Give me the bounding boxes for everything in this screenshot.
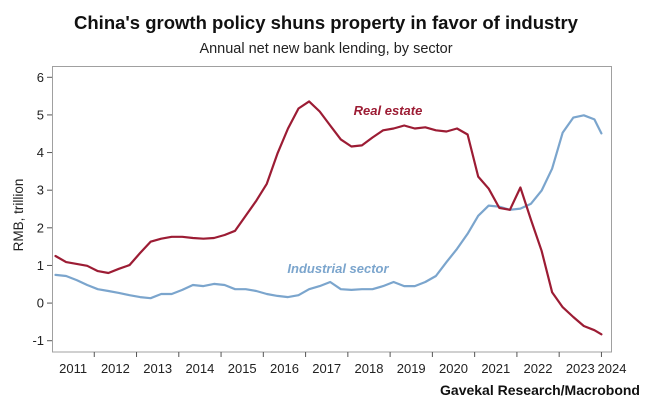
y-tick-label-4: 4 [37, 145, 44, 160]
x-tick-label-2024: 2024 [598, 361, 627, 376]
y-tick-label-1: 1 [37, 258, 44, 273]
series-label-industrial-sector: Industrial sector [287, 261, 389, 276]
x-tick-label-2013: 2013 [143, 361, 172, 376]
x-tick-label-2015: 2015 [228, 361, 257, 376]
y-axis: 6 5 4 3 2 1 0 -1 [32, 70, 52, 348]
x-tick-label-2020: 2020 [439, 361, 468, 376]
source-note: Gavekal Research/Macrobond [440, 382, 640, 398]
series-lines [54, 100, 603, 336]
y-tick-label-1: -1 [32, 333, 44, 348]
series-label-real-estate: Real estate [354, 103, 423, 118]
y-tick-label-5: 5 [37, 107, 44, 122]
y-tick-label-6: 6 [37, 70, 44, 85]
plot-frame [52, 66, 612, 353]
y-tick-label-3: 3 [37, 183, 44, 198]
x-tick-label-2018: 2018 [355, 361, 384, 376]
y-tick-label-2: 2 [37, 220, 44, 235]
series-line-industrial-sector [54, 114, 603, 300]
y-tick-label-0: 0 [37, 296, 44, 311]
chart-subtitle: Annual net new bank lending, by sector [199, 41, 452, 57]
x-tick-label-2019: 2019 [397, 361, 426, 376]
x-tick-label-2017: 2017 [312, 361, 341, 376]
x-tick-label-2011: 2011 [59, 361, 87, 376]
x-tick-label-2014: 2014 [185, 361, 214, 376]
x-axis: 2011 2012 2013 2014 2015 2016 2017 2018 2019 2020… [59, 352, 626, 376]
series-line-real-estate [54, 100, 603, 336]
x-tick-label-2022: 2022 [524, 361, 553, 376]
x-tick-label-2023: 2023 [566, 361, 595, 376]
y-axis-label: RMB, trillion [11, 179, 26, 252]
x-tick-label-2016: 2016 [270, 361, 299, 376]
chart-title: China's growth policy shuns property in … [74, 12, 579, 33]
x-tick-label-2021: 2021 [481, 361, 510, 376]
x-tick-label-2012: 2012 [101, 361, 130, 376]
